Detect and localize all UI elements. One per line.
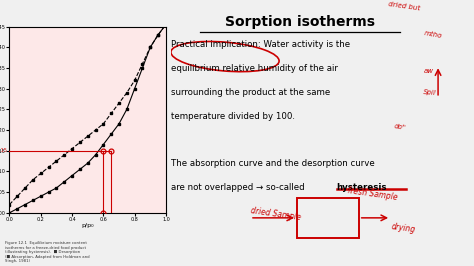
Text: equilibrium relative humidity of the air: equilibrium relative humidity of the air (171, 64, 337, 73)
Text: mtho: mtho (423, 30, 443, 39)
Text: Spil: Spil (423, 89, 437, 96)
Text: do": do" (394, 123, 407, 131)
X-axis label: p/p₀: p/p₀ (82, 223, 94, 228)
Text: fresh Sample: fresh Sample (347, 186, 398, 202)
Text: aw: aw (423, 68, 433, 74)
Text: Practical implication: Water activity is the: Practical implication: Water activity is… (171, 40, 350, 49)
Text: hysteresis: hysteresis (337, 183, 387, 192)
Text: Sorption isotherms: Sorption isotherms (225, 15, 375, 29)
Text: The absorption curve and the desorption curve: The absorption curve and the desorption … (171, 159, 374, 168)
Text: dried but: dried but (388, 1, 421, 11)
Text: dried Sample: dried Sample (250, 206, 301, 222)
Text: are not overlapped → so-called: are not overlapped → so-called (171, 183, 307, 192)
Text: 0.15: 0.15 (0, 148, 8, 153)
Text: drying: drying (391, 223, 417, 235)
Text: temperature divided by 100.: temperature divided by 100. (171, 112, 295, 120)
Text: Figure 12.1  Equilibrium moisture content
isotherms for a freeze-dried food prod: Figure 12.1 Equilibrium moisture content… (5, 241, 90, 263)
Text: surrounding the product at the same: surrounding the product at the same (171, 88, 330, 97)
